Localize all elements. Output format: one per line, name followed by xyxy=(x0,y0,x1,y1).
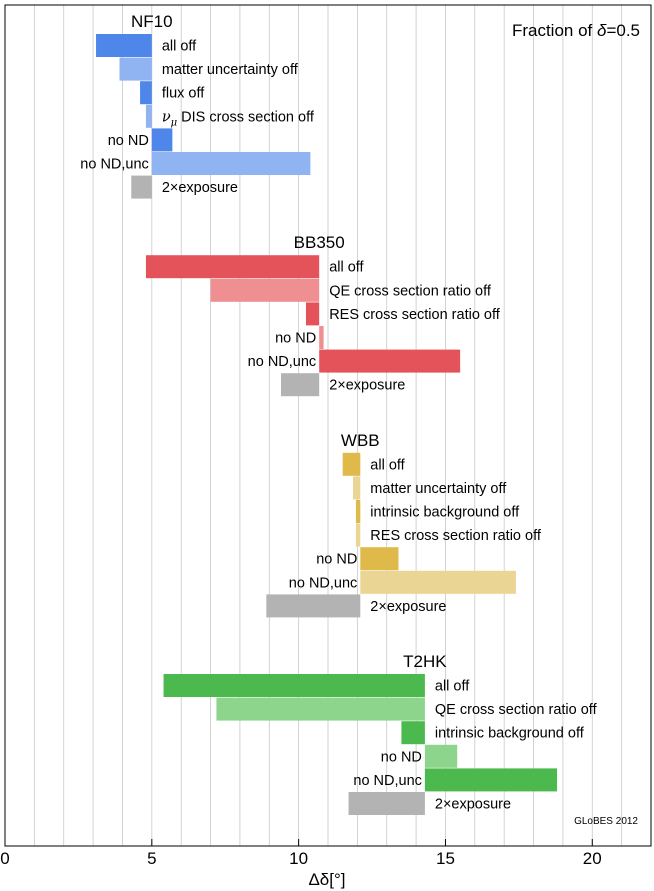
bar-no-nd xyxy=(360,547,399,571)
bar-label: all off xyxy=(370,457,405,473)
bar-res-cross-section-ratio-off xyxy=(305,302,320,326)
x-tick-label: 5 xyxy=(147,849,156,868)
bar-label: 2×exposure xyxy=(370,599,446,615)
bar-all-off xyxy=(145,255,320,279)
x-tick-label: 15 xyxy=(436,849,455,868)
x-axis-label: Δδ[°] xyxy=(308,870,345,889)
bar-label: no ND xyxy=(316,552,357,568)
bar-no-nd xyxy=(424,744,458,768)
bar-label: QE cross section ratio off xyxy=(329,283,492,299)
bar-label: all off xyxy=(435,679,470,695)
bar-label: all off xyxy=(329,260,364,276)
group-nf10: NF10 all off matter uncertainty off flux of… xyxy=(80,12,315,199)
bar-matter-uncertainty-off xyxy=(352,476,361,500)
bar-matter-uncertainty-off xyxy=(119,57,152,81)
annotation-suffix: =0.5 xyxy=(606,21,640,40)
bar-no-nd-unc xyxy=(319,349,461,373)
bar-no-nd-unc xyxy=(360,570,516,594)
x-tick-label: 20 xyxy=(583,849,602,868)
bar-all-off xyxy=(163,674,425,697)
bar-label: RES cross section ratio off xyxy=(329,307,501,323)
bar-no-nd xyxy=(151,128,173,152)
bar-label: 2×exposure xyxy=(162,180,238,196)
bar-label: 2×exposure xyxy=(329,378,405,394)
bar-no-nd-unc xyxy=(424,768,558,792)
group-title: T2HK xyxy=(403,652,447,671)
bar-label: matter uncertainty off xyxy=(162,62,299,78)
bar-label: RES cross section ratio off xyxy=(370,528,542,544)
bar-label: 2×exposure xyxy=(435,797,511,813)
x-axis: 0 5 10 15 20 xyxy=(0,839,602,868)
x-tick-label: 10 xyxy=(289,849,308,868)
annotation-text: Fraction of δ=0.5 xyxy=(512,21,640,40)
bar-2-exposure xyxy=(281,373,320,397)
group-title: BB350 xyxy=(294,233,345,252)
bar-intrinsic-background-off xyxy=(355,500,361,523)
bar-dis-cross-section-off xyxy=(145,104,152,128)
bar-2-exposure xyxy=(266,594,361,618)
group-t2hk: T2HK all off QE cross section ratio off int… xyxy=(163,652,598,815)
plot-frame xyxy=(4,4,652,847)
bar-label: flux off xyxy=(162,86,205,102)
bar-flux-off xyxy=(140,81,152,105)
bar-label: no ND,unc xyxy=(353,773,422,789)
group-bb350: BB350 all off QE cross section ratio off RE… xyxy=(145,233,501,397)
bar-qe-cross-section-ratio-off xyxy=(210,278,320,302)
bar-label: no ND xyxy=(108,133,149,149)
bar-label: νμ DIS cross section off xyxy=(162,109,315,128)
bar-2-exposure xyxy=(131,175,152,199)
bar-label: no ND,unc xyxy=(289,575,358,591)
x-tick-label: 0 xyxy=(0,849,9,868)
group-title: NF10 xyxy=(131,12,173,31)
bar-label: no ND,unc xyxy=(248,354,317,370)
annotation-symbol: δ xyxy=(597,21,607,40)
group-title: WBB xyxy=(341,431,380,450)
bar-label: intrinsic background off xyxy=(370,505,520,521)
annotation-prefix: Fraction of xyxy=(512,21,597,40)
bar-label: no ND,unc xyxy=(80,157,149,173)
bar-label: intrinsic background off xyxy=(435,726,585,742)
group-wbb: WBB all off matter uncertainty off intrinsi… xyxy=(266,431,542,618)
bar-label: matter uncertainty off xyxy=(370,481,507,497)
bar-res-cross-section-ratio-off xyxy=(355,523,361,547)
bar-2-exposure xyxy=(348,792,425,815)
bar-no-nd-unc xyxy=(151,152,311,175)
bar-all-off xyxy=(342,452,361,476)
bar-intrinsic-background-off xyxy=(401,721,425,745)
bar-label: no ND xyxy=(381,749,422,765)
credit-label: GLoBES 2012 xyxy=(574,816,638,827)
bar-qe-cross-section-ratio-off xyxy=(216,697,425,721)
bar-all-off xyxy=(96,34,152,57)
bar-label: all off xyxy=(162,39,197,55)
bar-groups: NF10 all off matter uncertainty off flux of… xyxy=(80,12,598,815)
bar-label: QE cross section ratio off xyxy=(435,702,598,718)
bar-label: no ND xyxy=(275,331,316,347)
bar-no-nd xyxy=(319,326,324,349)
